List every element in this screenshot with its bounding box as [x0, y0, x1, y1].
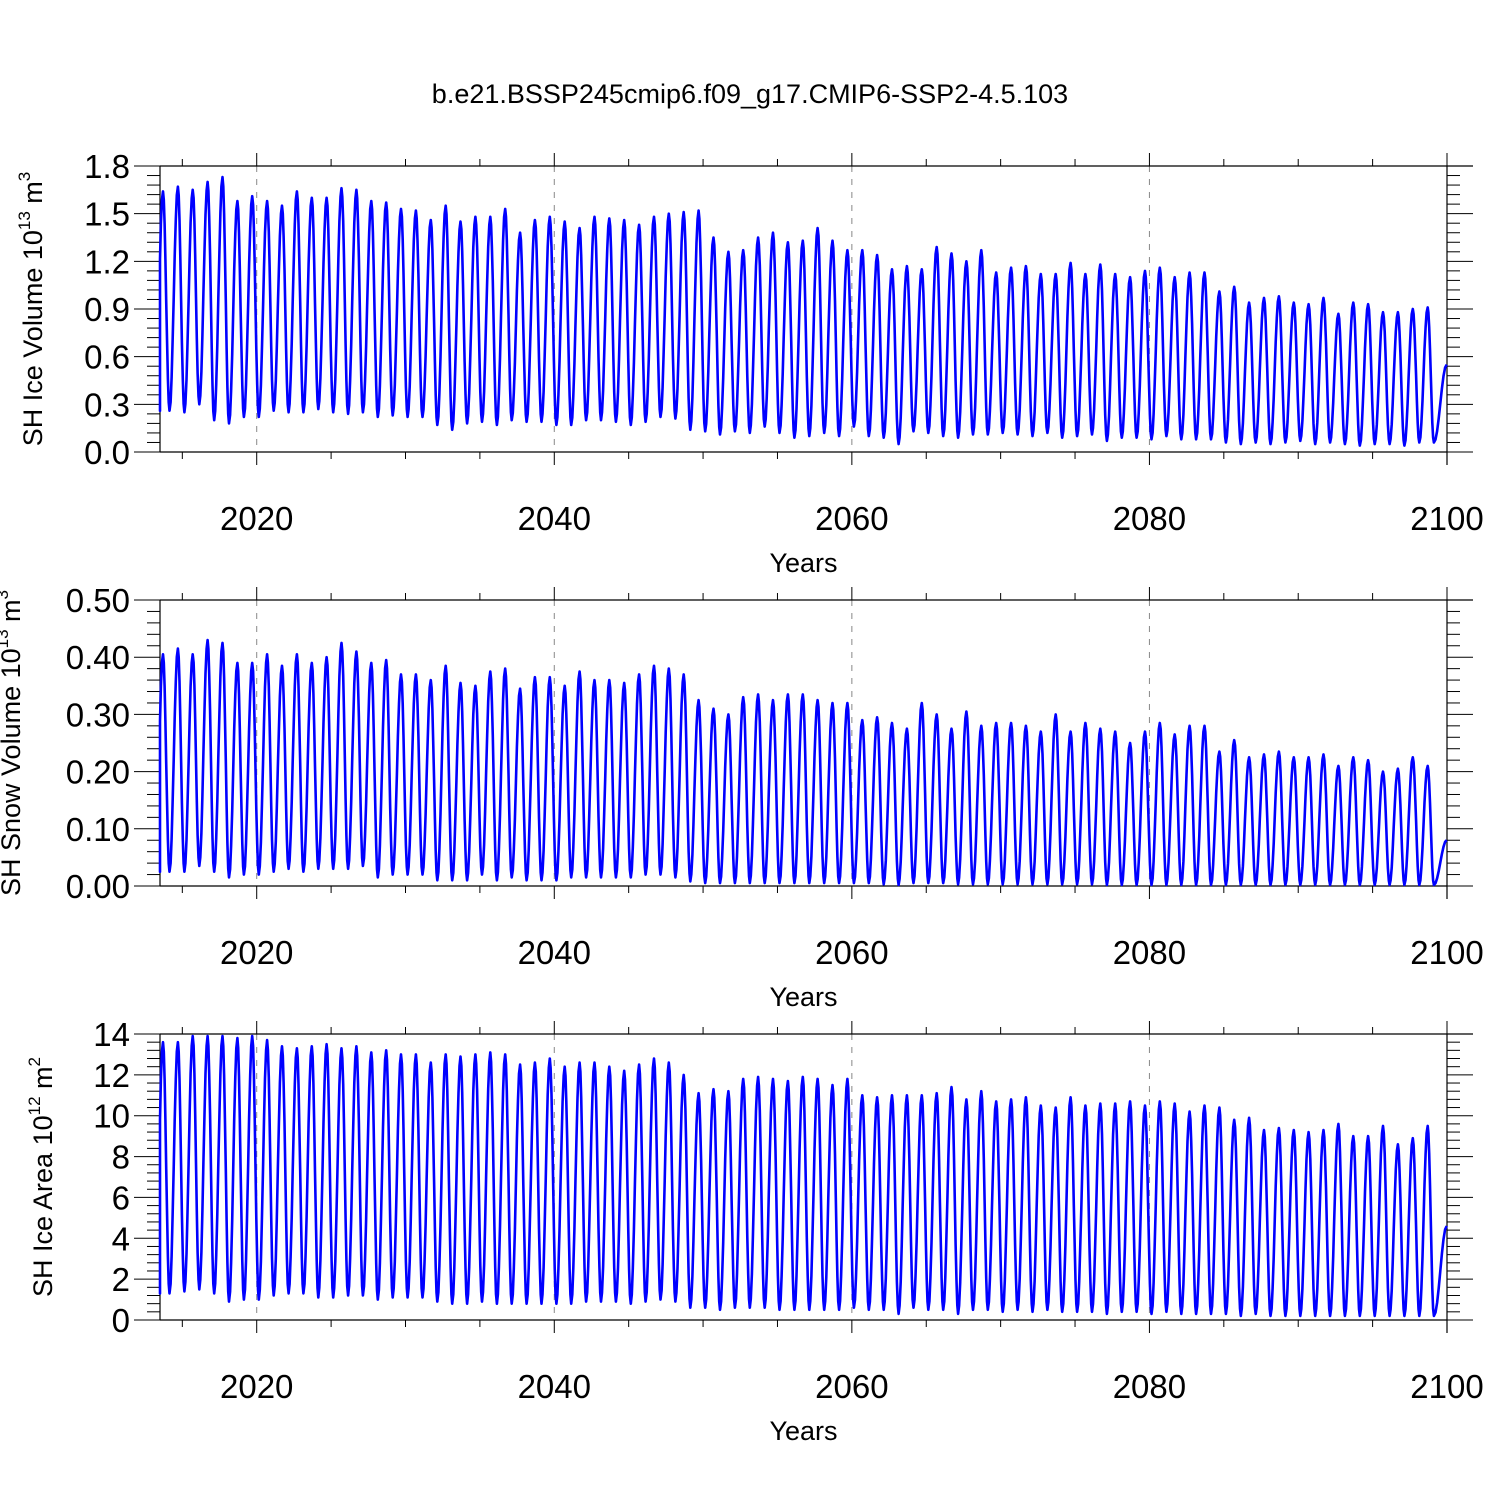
x-tick-label: 2040: [518, 1368, 591, 1405]
y-tick-label: 0: [112, 1302, 130, 1339]
series-line: [160, 640, 1447, 885]
x-tick-label: 2080: [1113, 1368, 1186, 1405]
x-tick-label: 2060: [815, 1368, 888, 1405]
chart-title: b.e21.BSSP245cmip6.f09_g17.CMIP6-SSP2-4.…: [432, 79, 1068, 109]
x-tick-label: 2020: [220, 500, 293, 537]
x-tick-label: 2060: [815, 500, 888, 537]
y-tick-label: 0.30: [66, 696, 130, 733]
x-tick-label: 2100: [1410, 500, 1483, 537]
x-tick-label: 2080: [1113, 500, 1186, 537]
y-tick-label: 0.9: [84, 291, 130, 328]
y-tick-label: 0.50: [66, 582, 130, 619]
x-tick-label: 2040: [518, 934, 591, 971]
series-line: [160, 177, 1447, 446]
y-tick-label: 12: [93, 1057, 130, 1094]
x-axis-label: Years: [769, 1416, 837, 1446]
x-tick-label: 2060: [815, 934, 888, 971]
x-tick-label: 2020: [220, 1368, 293, 1405]
y-tick-label: 2: [112, 1261, 130, 1298]
y-axis-label: SH Ice Volume 1013 m3: [15, 172, 48, 447]
chart-panel-2: 0.00 0.10 0.20 0.30 0.40 0.50 2020 2040 2060 2080…: [0, 582, 1484, 1012]
x-tick-label: 2040: [518, 500, 591, 537]
y-tick-label: 0.00: [66, 868, 130, 905]
x-axis-label: Years: [769, 548, 837, 578]
y-tick-label: 14: [93, 1016, 130, 1053]
x-tick-label: 2100: [1410, 934, 1483, 971]
y-tick-label: 0.20: [66, 754, 130, 791]
y-tick-label: 0.0: [84, 434, 130, 471]
y-axis-label: SH Snow Volume 1013 m3: [0, 590, 26, 896]
x-tick-label: 2100: [1410, 1368, 1483, 1405]
y-tick-label: 0.3: [84, 386, 130, 423]
y-tick-label: 1.5: [84, 196, 130, 233]
x-axis-label: Years: [769, 982, 837, 1012]
y-tick-label: 0.40: [66, 639, 130, 676]
x-tick-label: 2020: [220, 934, 293, 971]
y-tick-label: 6: [112, 1179, 130, 1216]
x-tick-label: 2080: [1113, 934, 1186, 971]
chart-panel-1: 0.0 0.3 0.6 0.9 1.2 1.5 1.8 2020 2040 2060 2080 210…: [15, 148, 1484, 578]
y-tick-label: 8: [112, 1139, 130, 1176]
y-tick-label: 4: [112, 1220, 130, 1257]
y-tick-label: 0.6: [84, 339, 130, 376]
y-tick-label: 0.10: [66, 811, 130, 848]
y-axis-label: SH Ice Area 1012 m2: [25, 1057, 58, 1297]
y-tick-label: 10: [93, 1098, 130, 1135]
series-line: [160, 1036, 1447, 1316]
chart-panel-3: 0 2 4 68 10 12 14 2020 2040 2060 2080 2100 Years SH I…: [25, 1016, 1484, 1446]
y-tick-label: 1.2: [84, 243, 130, 280]
y-tick-label: 1.8: [84, 148, 130, 185]
